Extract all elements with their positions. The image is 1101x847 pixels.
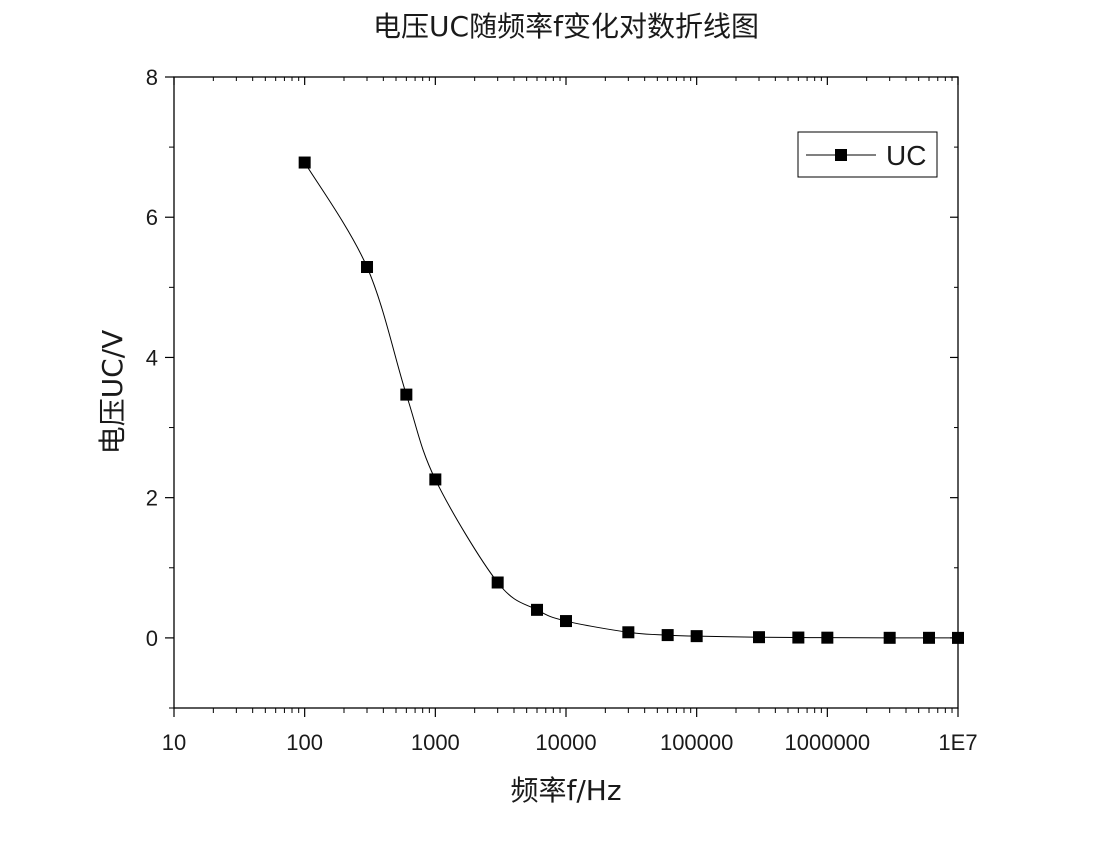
y-tick-label: 8: [146, 65, 158, 90]
y-tick-label: 4: [146, 345, 158, 370]
data-point-marker: [883, 631, 896, 644]
chart-title: 电压UC随频率f变化对数折线图: [373, 10, 759, 43]
data-point-marker: [361, 261, 374, 274]
data-point-marker: [622, 626, 635, 639]
data-point-marker: [560, 615, 572, 628]
x-axis-title: 频率f/Hz: [510, 774, 621, 807]
x-tick-label: 1000000: [785, 730, 871, 755]
x-axis: 10 100 1000 10000 100000 1000000 1E7: [162, 77, 978, 755]
data-point-marker: [400, 388, 413, 401]
y-axis: 0 2 4 6 8: [146, 65, 958, 709]
legend-label-uc: UC: [886, 140, 926, 171]
y-axis-title: 电压UC/V: [96, 330, 129, 455]
data-point-marker: [690, 630, 703, 643]
x-tick-label: 1000: [411, 730, 460, 755]
y-tick-label: 6: [146, 205, 158, 230]
data-point-marker: [792, 631, 805, 644]
legend-marker-swatch: [835, 149, 847, 161]
x-tick-label: 1E7: [938, 730, 977, 755]
x-tick-label: 100: [286, 730, 323, 755]
data-point-marker: [821, 631, 834, 644]
data-point-marker: [753, 631, 766, 644]
x-tick-label: 10000: [535, 730, 596, 755]
x-tick-label: 100000: [660, 730, 733, 755]
data-point-marker: [298, 156, 311, 169]
data-point-marker: [531, 603, 544, 616]
data-point-marker: [923, 631, 936, 644]
y-tick-label: 2: [146, 486, 158, 511]
x-tick-label: 10: [162, 730, 186, 755]
data-point-marker: [429, 473, 442, 486]
data-point-marker: [661, 629, 674, 642]
data-point-marker: [952, 631, 964, 644]
y-tick-label: 0: [146, 626, 158, 651]
data-point-marker: [491, 576, 504, 589]
legend: UC: [797, 131, 938, 178]
series-markers-uc: [298, 156, 964, 644]
